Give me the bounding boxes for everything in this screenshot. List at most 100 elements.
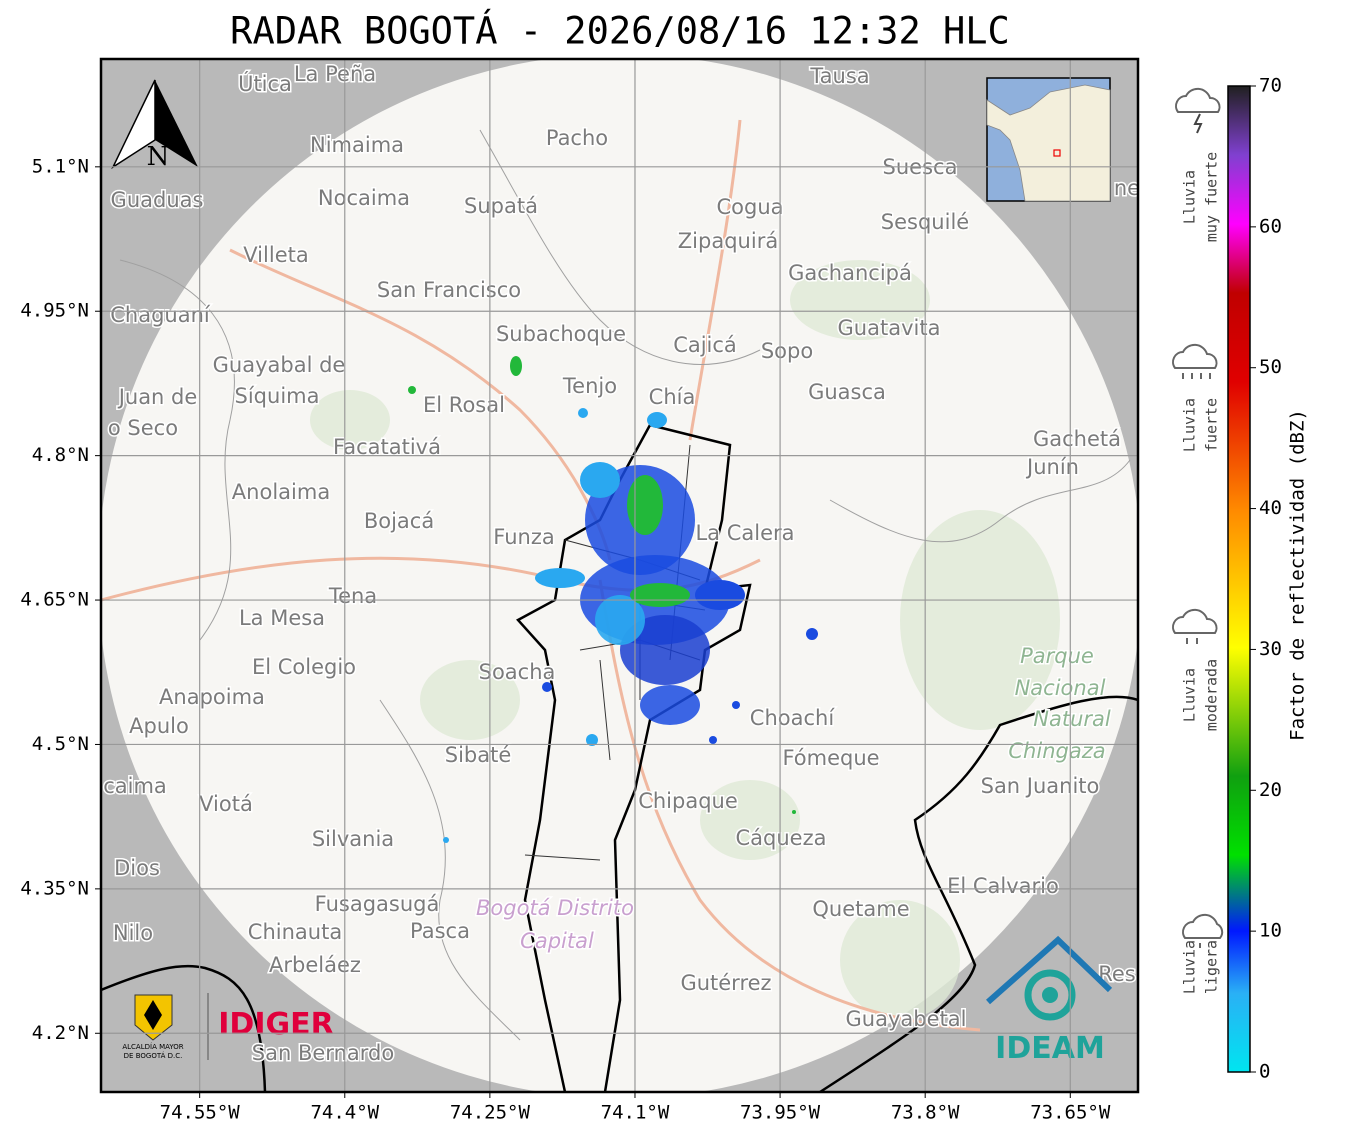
- inset-map: [986, 77, 1111, 202]
- place-label: Tena: [328, 584, 377, 608]
- colorbar-tick-label: 70: [1259, 75, 1282, 97]
- place-label: Guatavita: [838, 316, 941, 340]
- place-label: Anapoima: [159, 685, 265, 709]
- place-label: Guasca: [808, 380, 886, 404]
- ideam-logo: IDEAM: [986, 935, 1113, 1066]
- place-label: Cajicá: [673, 333, 737, 357]
- alcaldia-logo: ALCALDÍA MAYOR DE BOGOTÁ D.C.: [122, 993, 209, 1060]
- y-tick-label: 4.8°N: [32, 444, 89, 466]
- x-tick-label: 73.95°W: [740, 1102, 821, 1124]
- park-label: Chingaza: [1008, 739, 1105, 763]
- place-label: Chinauta: [248, 920, 342, 944]
- place-label: Silvania: [312, 827, 394, 851]
- place-label: Cáqueza: [736, 826, 827, 850]
- y-tick-label: 4.2°N: [32, 1022, 89, 1044]
- place-label: Dios: [114, 856, 160, 880]
- place-label: Síquima: [235, 384, 320, 408]
- place-label: o Seco: [108, 416, 178, 440]
- place-label: Fómeque: [782, 746, 879, 770]
- place-label: Nocaima: [318, 186, 410, 210]
- place-label: Viotá: [199, 792, 253, 816]
- park-label: Parque: [1020, 644, 1094, 668]
- place-label: Guayabal de: [213, 353, 346, 377]
- district-label: Bogotá Distrito: [476, 896, 634, 920]
- place-label: El Colegio: [252, 655, 356, 679]
- place-label: caima: [103, 774, 167, 798]
- place-label: Choachí: [750, 706, 836, 730]
- y-tick-label: 4.5°N: [32, 733, 89, 755]
- legend-label: Lluvia: [1181, 668, 1199, 722]
- place-label: Quetame: [812, 897, 909, 921]
- place-label: Pasca: [410, 919, 470, 943]
- place-label: Bojacá: [364, 509, 434, 533]
- place-label: Res: [1098, 962, 1136, 986]
- place-label: Nimaima: [310, 133, 404, 157]
- x-tick-label: 74.55°W: [160, 1102, 241, 1124]
- place-label: San Juanito: [981, 774, 1100, 798]
- x-tick-label: 74.1°W: [601, 1102, 670, 1124]
- place-label: Gutérrez: [680, 971, 771, 995]
- place-label: Sibaté: [445, 743, 512, 767]
- weather-icons: [1172, 87, 1224, 948]
- place-label: Juan de: [117, 385, 198, 409]
- place-label: Tenjo: [562, 374, 617, 398]
- place-label: Pacho: [546, 126, 608, 150]
- place-label: La Calera: [695, 521, 794, 545]
- place-label: Nilo: [113, 921, 153, 945]
- place-label: ne: [1114, 176, 1140, 200]
- place-label: Villeta: [243, 243, 308, 267]
- park-label: Nacional: [1015, 676, 1106, 700]
- colorbar: [1227, 85, 1251, 1073]
- legend-label: Lluvia: [1181, 940, 1199, 994]
- place-label: Sopo: [761, 339, 813, 363]
- map-frame: [99, 57, 1140, 1094]
- y-tick-label: 4.95°N: [20, 300, 89, 322]
- place-label: Gachancipá: [788, 261, 912, 285]
- legend-label: Lluvia: [1181, 398, 1199, 452]
- legend-label: fuerte: [1203, 398, 1221, 452]
- legend-label: moderada: [1203, 659, 1221, 731]
- place-label: La Mesa: [239, 606, 325, 630]
- x-tick-label: 74.4°W: [310, 1102, 379, 1124]
- colorbar-label: Factor de reflectividad (dBZ): [1287, 409, 1309, 741]
- place-label: Chaguaní: [110, 303, 211, 327]
- place-label: Supatá: [464, 194, 538, 218]
- basemap: Útica La Peña Tausa Pacho Nimaima Guaduas Noca…: [101, 59, 1140, 1092]
- place-labels: Útica La Peña Tausa Pacho Nimaima Guaduas Noca…: [102, 61, 1140, 1067]
- x-tick-label: 74.25°W: [450, 1102, 531, 1124]
- place-label: Guaduas: [111, 188, 204, 212]
- place-label: Chía: [649, 385, 696, 409]
- colorbar-tick-label: 30: [1259, 638, 1282, 660]
- place-label: San Francisco: [377, 278, 521, 302]
- y-tick-label: 4.65°N: [20, 589, 89, 611]
- north-arrow: N: [111, 79, 198, 172]
- x-tick-label: 73.65°W: [1030, 1102, 1111, 1124]
- place-label: Junín: [1025, 455, 1079, 479]
- title: RADAR BOGOTÁ - 2026/08/16 12:32 HLC: [230, 9, 1010, 53]
- place-label: La Peña: [294, 62, 376, 86]
- place-label: Subachoque: [496, 322, 626, 346]
- place-label: Apulo: [129, 714, 189, 738]
- y-tick-label: 5.1°N: [32, 155, 89, 177]
- colorbar-tick-label: 0: [1259, 1061, 1270, 1083]
- colorbar-tick-label: 50: [1259, 356, 1282, 378]
- place-label: Útica: [238, 71, 292, 96]
- place-label: Arbeláez: [269, 953, 361, 977]
- legend-label: Lluvia: [1181, 170, 1199, 224]
- alcaldia-text: ALCALDÍA MAYOR: [122, 1042, 183, 1051]
- place-label: El Rosal: [423, 393, 505, 417]
- colorbar-tick-label: 10: [1259, 920, 1282, 942]
- legend-label: muy fuerte: [1203, 152, 1221, 242]
- place-label: Fusagasugá: [315, 892, 440, 916]
- colorbar-tick-label: 40: [1259, 497, 1282, 519]
- park-label: Natural: [1033, 707, 1111, 731]
- ideam-text: IDEAM: [995, 1031, 1105, 1066]
- colorbar-tick-label: 20: [1259, 779, 1282, 801]
- north-label: N: [147, 142, 170, 172]
- district-label: Capital: [520, 929, 594, 953]
- place-label: Tausa: [809, 64, 869, 88]
- idiger-logo: IDIGER: [218, 1007, 333, 1042]
- y-tick-label: 4.35°N: [20, 877, 89, 899]
